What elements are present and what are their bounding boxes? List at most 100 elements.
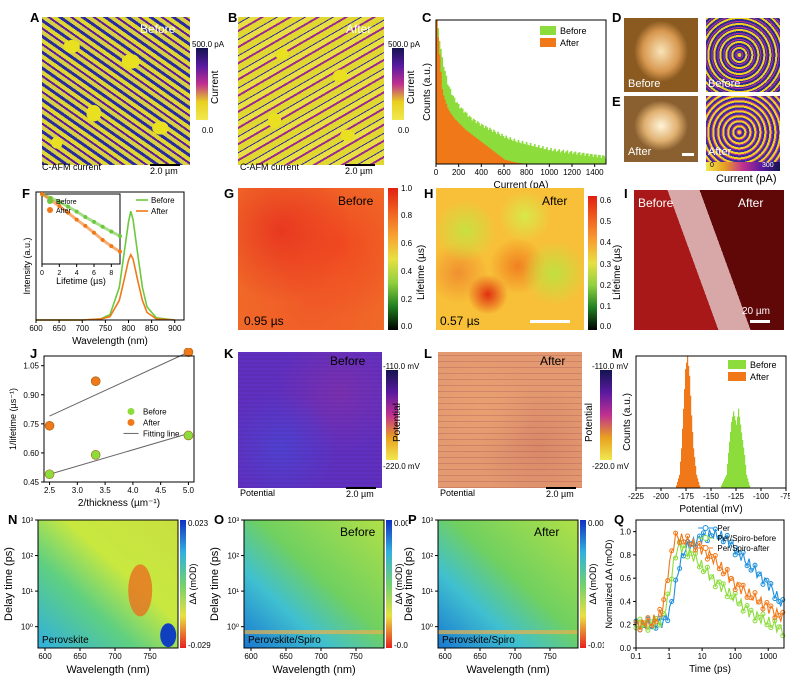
j-xtick-label-1: 3.0 xyxy=(72,486,84,495)
bar-after-324 xyxy=(472,135,475,164)
panel-h-lifetime-map xyxy=(436,188,584,330)
p-cbar-label: ΔA (mOD) xyxy=(588,563,598,604)
f-inset-point-1-3 xyxy=(66,210,70,215)
q-point-1-26 xyxy=(685,554,691,560)
q-legend-label-0: Per xyxy=(717,524,730,533)
q-ylabel: Normalized ΔA (mOD) xyxy=(604,539,614,628)
bar-after-540 xyxy=(497,154,499,164)
bar-before-1344 xyxy=(588,156,590,164)
m-bar-after--183 xyxy=(678,478,680,488)
j-ytick-label-0: 0.45 xyxy=(23,478,39,487)
bar-after-312 xyxy=(471,134,474,164)
bar-before-1488 xyxy=(604,158,607,164)
q-point-2-46 xyxy=(724,566,730,572)
bar-before-1164 xyxy=(567,153,570,164)
panel-a-cbar-label: Current xyxy=(210,70,221,104)
n-ytick-label-1: 10¹ xyxy=(21,587,33,596)
m-xtick-label-2: -175 xyxy=(678,492,695,501)
q-series-2 xyxy=(635,531,784,631)
bar-before-624 xyxy=(506,137,509,164)
bar-after-348 xyxy=(475,137,478,164)
q-point-0-66 xyxy=(764,577,770,583)
j-ytick-label-3: 0.90 xyxy=(23,391,39,400)
bar-after-576 xyxy=(501,157,503,164)
q-point-1-48 xyxy=(728,594,734,600)
bar-before-1080 xyxy=(558,149,561,164)
c-xtick-label-5: 1000 xyxy=(540,168,558,177)
n-caption: Perovskite xyxy=(42,635,89,646)
bar-before-1404 xyxy=(595,154,597,164)
q-point-1-16 xyxy=(665,591,671,597)
bar-before-936 xyxy=(542,146,544,164)
bar-after-156 xyxy=(453,118,456,164)
p-tag: After xyxy=(534,525,559,539)
bar-before-648 xyxy=(509,137,512,164)
bar-before-1032 xyxy=(552,150,555,164)
q-ytick-label-0: 0.0 xyxy=(620,644,632,653)
q-point-1-70 xyxy=(772,618,778,624)
bar-after-108 xyxy=(448,110,450,164)
bar-before-660 xyxy=(510,139,513,164)
panel-k-potential-map xyxy=(238,352,382,488)
bar-before-1260 xyxy=(578,152,581,164)
o-xtick-label-2: 700 xyxy=(314,652,328,661)
n-cbar-max: 0.023 xyxy=(188,519,209,528)
j-xtick-label-5: 5.0 xyxy=(183,486,195,495)
panel-m-histogram: -225 -200 -175 -150 -125 -100 -75 Potential (mV… xyxy=(622,355,790,515)
panel-i-scale: 20 µm xyxy=(742,306,770,317)
f-inset-xlabel: Lifetime (µs) xyxy=(56,276,106,286)
bar-before-924 xyxy=(540,148,543,164)
bar-before-1368 xyxy=(591,153,593,164)
bar-after-132 xyxy=(450,114,453,164)
panel-i-letter: I xyxy=(624,186,628,201)
q-ytick-label-4: 0.8 xyxy=(620,551,632,560)
o-ytick-label-3: 10³ xyxy=(227,516,239,525)
panel-g-colorbar xyxy=(388,188,398,330)
bar-after-432 xyxy=(484,145,487,164)
f-series-after xyxy=(36,252,175,321)
f-xtick-label-1: 650 xyxy=(52,324,66,333)
j-xtick-label-2: 3.5 xyxy=(100,486,112,495)
o-ytick-label-1: 10¹ xyxy=(227,587,239,596)
panel-k-caption: Potential xyxy=(240,488,276,498)
bar-before-780 xyxy=(524,144,527,164)
panel-a-cafm-map xyxy=(42,17,190,165)
q-point-0-60 xyxy=(752,562,758,568)
panel-h-scale-bar xyxy=(530,320,570,323)
bar-after-12 xyxy=(437,37,440,164)
bar-before-468 xyxy=(489,127,491,164)
p-xtick-label-2: 700 xyxy=(508,652,522,661)
panel-g-cbar-t4: 0.2 xyxy=(401,295,413,304)
q-point-2-72 xyxy=(776,612,782,618)
m-bar-after--168 xyxy=(693,448,695,488)
panel-n-letter: N xyxy=(8,512,18,527)
panel-p-tas-map: 600 650 700 750 10⁰ 10¹ 10² 10³ Perovskite/Spiro… xyxy=(403,516,604,676)
f-inset-point-0-4 xyxy=(74,209,79,214)
m-bar-after--184 xyxy=(677,481,679,488)
m-xtick-label-6: -75 xyxy=(780,492,790,501)
q-point-2-74 xyxy=(780,609,786,615)
o-xtick-label-1: 650 xyxy=(279,652,293,661)
bar-before-864 xyxy=(533,143,536,164)
j-legend-marker-1 xyxy=(127,418,135,426)
f-inset-point-0-7 xyxy=(100,224,105,229)
j-fit-line-1 xyxy=(49,351,189,417)
f-inset-point-1-7 xyxy=(100,238,105,243)
bar-before-432 xyxy=(484,125,487,164)
bar-before-912 xyxy=(539,148,542,164)
f-inset-point-1-5 xyxy=(83,223,88,228)
panel-e-tag2: After xyxy=(708,146,732,158)
panel-a-scale-bar xyxy=(150,164,180,166)
q-xtick-label-4: 1000 xyxy=(759,652,777,661)
bar-before-1020 xyxy=(551,151,554,164)
panel-k-cbar-label: Potential xyxy=(392,403,403,442)
f-inset-legend-dot-1 xyxy=(47,207,53,213)
o-ylabel: Delay time (ps) xyxy=(209,547,221,621)
c-xtick-label-3: 600 xyxy=(497,168,511,177)
panel-b-cafm-map xyxy=(238,17,384,165)
j-point-after-2 xyxy=(183,348,194,357)
q-point-0-48 xyxy=(728,539,734,545)
n-ytick-label-0: 10⁰ xyxy=(21,623,33,632)
bar-before-732 xyxy=(518,142,521,164)
panel-l-colorbar xyxy=(600,370,612,460)
